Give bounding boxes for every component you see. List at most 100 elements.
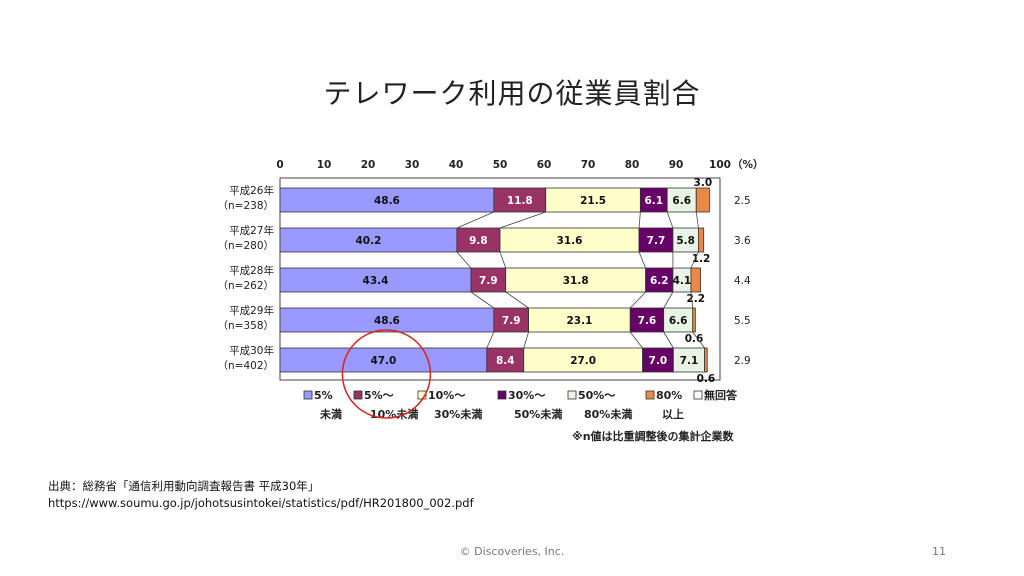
data-label: 6.2 (650, 275, 669, 287)
x-tick-label: 30 (405, 159, 420, 171)
data-label: 31.8 (563, 275, 589, 287)
connector-line (692, 331, 705, 349)
connector-line (629, 291, 646, 309)
connector-line (638, 211, 641, 229)
legend-label: 30%～ (508, 389, 545, 402)
data-label: 2.9 (734, 355, 751, 367)
highlight-circle (341, 329, 432, 419)
legend-label: 80%未満 (584, 407, 632, 421)
data-label: 6.1 (644, 195, 663, 207)
data-label: 9.8 (469, 235, 488, 247)
connector-line (666, 211, 674, 229)
bar-segment (672, 347, 705, 373)
bar-segment (486, 347, 525, 373)
legend-label: 10%～ (428, 389, 465, 402)
legend-swatch (497, 390, 507, 400)
bar-segment (638, 227, 674, 253)
connector-line (505, 291, 529, 309)
chart-note: ※n値は比重調整後の集計企業数 (572, 429, 735, 443)
connector-line (456, 211, 494, 229)
category-n-label: （n=402） (218, 360, 275, 372)
bar-segment (279, 227, 458, 253)
bar-segment (528, 307, 631, 333)
connector-line (663, 291, 674, 309)
category-n-label: （n=238） (218, 200, 275, 212)
bar-segment (692, 307, 696, 333)
legend-label: 以上 (662, 407, 684, 421)
bar-segment (523, 347, 643, 373)
connector-line (695, 211, 699, 229)
x-tick-label: 40 (449, 159, 464, 171)
data-label: 47.0 (370, 355, 396, 367)
category-year-label: 平成28年 (229, 264, 274, 277)
bar-segment (493, 307, 529, 333)
connector-line (523, 331, 529, 349)
bar-segment (505, 267, 647, 293)
source-title: 出典：総務省「通信利用動向調査報告書 平成30年」 (48, 479, 320, 493)
data-label: 0.6 (685, 333, 704, 345)
legend-swatch (303, 390, 313, 400)
source-citation: 出典：総務省「通信利用動向調査報告書 平成30年」 https://www.so… (48, 478, 474, 512)
category-year-label: 平成30年 (229, 344, 274, 357)
x-tick-label: 70 (581, 159, 596, 171)
x-tick-label: 100 (709, 159, 731, 171)
bar-segment (279, 307, 495, 333)
data-label: 6.6 (672, 195, 691, 207)
data-label: 3.6 (734, 235, 751, 247)
bar-segment (690, 267, 702, 293)
data-label: 11.8 (507, 195, 533, 207)
data-label: 7.6 (638, 315, 657, 327)
connector-line (638, 251, 647, 269)
legend-label: 80% (656, 389, 682, 402)
category-year-label: 平成29年 (229, 304, 274, 317)
connector-line (499, 251, 507, 269)
telework-stacked-bar-chart: 0 10 20 30 40 50 60 70 80 90 100 （%） 平成26年 （n=238） 48.… (218, 158, 764, 443)
data-label: 4.4 (734, 275, 751, 287)
category-year-label: 平成27年 (229, 224, 274, 237)
legend-label: 10%未満 (370, 407, 418, 421)
legend-swatch (353, 390, 363, 400)
legend-label: 無回答 (704, 388, 738, 402)
connector-line (663, 331, 674, 349)
data-label: 40.2 (355, 235, 381, 247)
data-label: 48.6 (374, 195, 400, 207)
data-label: 43.4 (363, 275, 389, 287)
category-n-label: （n=262） (218, 280, 275, 292)
data-label: 1.2 (692, 253, 711, 265)
footer-copyright: © Discoveries, Inc. (459, 545, 565, 558)
data-label: 48.6 (374, 315, 400, 327)
bar-segment (639, 187, 668, 213)
data-label: 7.9 (479, 275, 498, 287)
category-n-label: （n=280） (218, 240, 275, 252)
data-label: 3.0 (694, 177, 713, 189)
data-label: 27.0 (570, 355, 596, 367)
x-tick-label: 0 (276, 159, 283, 171)
legend-label: 未満 (319, 407, 342, 421)
legend-swatch (567, 390, 577, 400)
connector-line (690, 251, 699, 269)
x-tick-label: 60 (537, 159, 552, 171)
legend-swatch (645, 390, 655, 400)
unit-label: （%） (732, 158, 764, 171)
connector-line (486, 331, 495, 349)
category-year-label: 平成26年 (229, 184, 274, 197)
data-label: 2.5 (734, 195, 751, 207)
bar-segment (456, 227, 501, 253)
bar-segment (666, 187, 697, 213)
bar-segment (470, 267, 507, 293)
bar-segment (493, 187, 547, 213)
bar-segment (499, 227, 640, 253)
legend-label: 5%～ (364, 389, 394, 402)
x-tick-label: 50 (493, 159, 508, 171)
data-label: 7.7 (647, 235, 666, 247)
data-label: 7.1 (680, 355, 699, 367)
legend-label: 5% (314, 389, 333, 402)
x-tick-label: 90 (669, 159, 684, 171)
data-label: 6.6 (669, 315, 688, 327)
bar-segment (629, 307, 665, 333)
data-label: 7.9 (502, 315, 521, 327)
data-label: 2.2 (686, 293, 705, 305)
connector-line (629, 331, 643, 349)
data-label: 4.1 (673, 275, 692, 287)
legend-label: 50%～ (578, 389, 615, 402)
